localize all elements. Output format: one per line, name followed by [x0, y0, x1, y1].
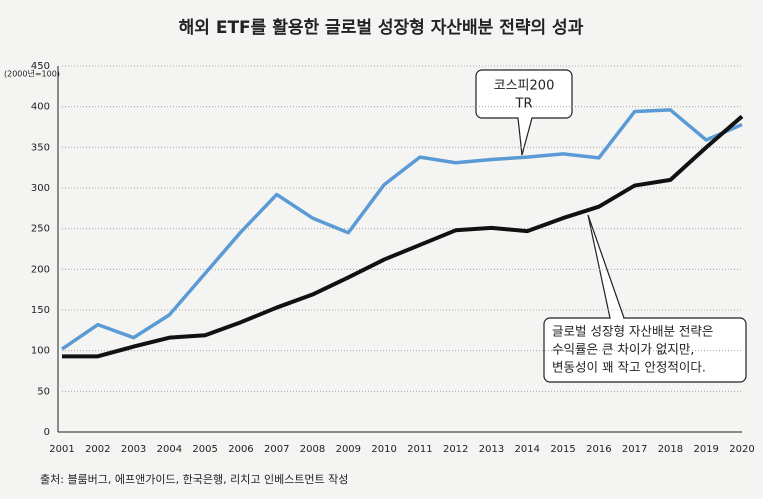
- annotation-text: 변동성이 꽤 작고 안정적이다.: [552, 360, 706, 375]
- y-tick-label: 0: [44, 427, 50, 438]
- x-tick-label: 2013: [479, 444, 504, 455]
- x-tick-label: 2007: [264, 444, 289, 455]
- annotation-text: TR: [515, 97, 533, 112]
- callout-pointer: [587, 214, 625, 319]
- callout-box: [475, 69, 573, 156]
- y-tick-label: 250: [31, 224, 50, 235]
- x-tick-label: 2005: [192, 444, 217, 455]
- y-tick-label: 150: [31, 305, 50, 316]
- y-tick-label: 450: [31, 61, 50, 72]
- annotation-text: 수익률은 큰 차이가 없지만,: [552, 342, 694, 357]
- y-tick-label: 300: [31, 183, 50, 194]
- y-tick-label: 50: [37, 386, 50, 397]
- y-tick-label: 350: [31, 142, 50, 153]
- y-tick-label: 100: [31, 346, 50, 357]
- x-tick-label: 2014: [515, 444, 540, 455]
- annotation-text: 글로벌 성장형 자산배분 전략은: [552, 324, 713, 339]
- x-tick-label: 2011: [407, 444, 432, 455]
- x-tick-label: 2020: [729, 444, 754, 455]
- y-tick-label: 400: [31, 102, 50, 113]
- x-tick-label: 2003: [121, 444, 146, 455]
- x-tick-label: 2004: [157, 444, 182, 455]
- annotation-text: 코스피200: [494, 79, 555, 94]
- data-line: [62, 114, 744, 359]
- x-tick-label: 2012: [443, 444, 468, 455]
- source-note: 출처: 블룸버그, 에프앤가이드, 한국은행, 리치고 인베스트먼트 작성: [40, 473, 348, 486]
- x-tick-label: 2018: [658, 444, 683, 455]
- x-tick-label: 2015: [550, 444, 575, 455]
- x-tick-label: 2016: [586, 444, 611, 455]
- y-axis-label: (2000년=100): [4, 69, 60, 79]
- x-tick-label: 2009: [336, 444, 361, 455]
- callout-box: [543, 317, 747, 383]
- x-tick-label: 2017: [622, 444, 647, 455]
- chart-title: 해외 ETF를 활용한 글로벌 성장형 자산배분 전략의 성과: [179, 17, 584, 38]
- x-tick-label: 2019: [693, 444, 718, 455]
- x-tick-label: 2001: [49, 444, 74, 455]
- x-tick-label: 2008: [300, 444, 325, 455]
- x-tick-label: 2010: [371, 444, 396, 455]
- x-tick-label: 2006: [228, 444, 253, 455]
- y-tick-label: 200: [31, 264, 50, 275]
- data-line: [61, 108, 743, 351]
- x-tick-label: 2002: [85, 444, 110, 455]
